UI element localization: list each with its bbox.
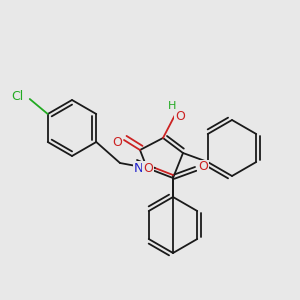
Text: O: O [143,161,153,175]
Text: O: O [112,136,122,149]
Text: Cl: Cl [11,91,24,103]
Text: O: O [175,110,185,124]
Text: N: N [134,161,144,175]
Text: O: O [198,160,208,173]
Text: H: H [168,101,176,111]
